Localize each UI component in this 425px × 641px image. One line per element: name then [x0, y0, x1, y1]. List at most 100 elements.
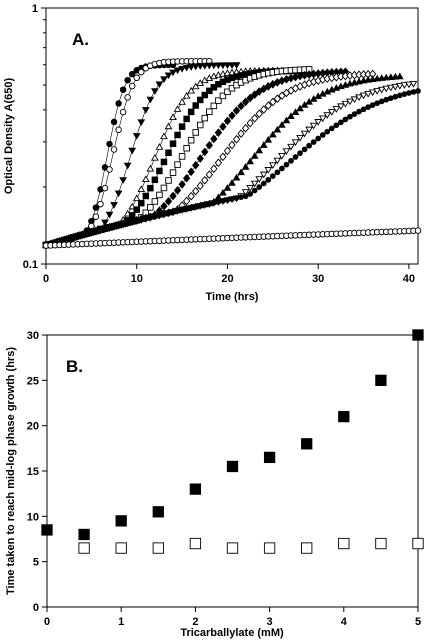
chart-a-series-10-point	[300, 130, 309, 138]
chart-a-series-5	[42, 67, 304, 249]
chart-a-series-8-point	[278, 91, 286, 101]
chart-a-series-5-point	[183, 115, 190, 123]
chart-a-series-11-point	[260, 180, 267, 187]
chart-a-series-3-point	[114, 190, 123, 198]
chart-a-series-11-point	[129, 218, 136, 225]
chart-a-series-10-point	[305, 126, 313, 134]
chart-a-series-11-point	[133, 217, 140, 224]
chart-a-series-3-point	[182, 64, 191, 72]
chart-a-series-3-point	[119, 177, 127, 184]
chart-a-series-5-point	[178, 123, 186, 130]
chart-a-series-6-point	[160, 184, 168, 192]
chart-a-series-7-point	[173, 186, 182, 195]
chart-a-series-11-point	[288, 157, 294, 164]
chart-a-series-1-point	[115, 100, 122, 107]
chart-b-series-1-point	[338, 410, 350, 423]
chart-a-series-10-point	[287, 143, 295, 151]
chart-a-series-4-point	[146, 164, 155, 172]
chart-a-series-11-point	[79, 231, 86, 238]
chart-a-series-7-point	[237, 101, 245, 111]
chart-a-series-3-point	[128, 147, 137, 155]
chart-a-series-1-point	[110, 118, 118, 126]
chart-a-series-10-point	[273, 157, 282, 165]
chart-a-series-10-point	[409, 81, 418, 88]
chart-a-series-10-point	[377, 86, 386, 94]
chart-a-series-5-point	[138, 199, 145, 207]
chart-a-series-8-point	[273, 94, 282, 104]
chart-b-y-tick-label: 0	[33, 602, 39, 614]
chart-a-series-9-point	[264, 135, 273, 143]
chart-a-series-10-point	[395, 83, 404, 90]
chart-b-y-tick-label: 5	[33, 557, 39, 569]
chart-a-series-2-point	[115, 126, 122, 134]
chart-a-series-11-point	[319, 132, 326, 138]
chart-a-x-tick-label: 0	[43, 273, 49, 285]
chart-a-series-10-point	[391, 83, 400, 91]
chart-a-series-10-point	[241, 189, 250, 196]
chart-a-series-8-point	[205, 170, 213, 179]
chart-a-series-5-point	[142, 192, 150, 200]
chart-a-series-11-point	[247, 191, 253, 197]
chart-a-series-3-point	[209, 62, 218, 70]
chart-a-series-8-point	[246, 118, 254, 128]
chart-a-series-2-point	[119, 108, 127, 116]
chart-b-series-2-point	[301, 542, 313, 554]
chart-a-series-11-point	[401, 91, 408, 98]
chart-a-series-6-point	[187, 136, 195, 144]
chart-b-x-tick-label: 1	[118, 616, 124, 628]
chart-a-series-11-point	[97, 226, 104, 233]
chart-a-series-11-point	[392, 93, 399, 100]
chart-a-series-11-point	[306, 142, 312, 149]
chart-a-series-3-point	[137, 119, 146, 127]
chart-a-series-8-point	[192, 186, 200, 196]
chart-a-series-10-point	[268, 162, 277, 170]
chart-a-series-11-point	[310, 139, 317, 145]
chart-a-series-4-point	[141, 175, 150, 183]
chart-a-series-10-point	[382, 85, 391, 93]
chart-a-series-5-point	[192, 102, 199, 109]
chart-a-series-5-point	[201, 91, 209, 99]
chart-a-series-2-point	[92, 213, 100, 220]
chart-a-series-6-point	[215, 97, 222, 104]
chart-a-series-6-point	[219, 92, 227, 100]
chart-a-series-10-point	[318, 115, 327, 123]
chart-a-series-11-point	[179, 206, 185, 213]
chart-a-series-10-point	[246, 185, 255, 192]
chart-a-series-9-point	[232, 173, 241, 181]
chart-a-series-11-point	[301, 146, 308, 153]
chart-a-series-10-point	[296, 134, 304, 142]
chart-a-series-11-point	[265, 176, 272, 183]
chart-a-series-2-point	[110, 146, 118, 153]
chart-a-series-6-point	[174, 161, 181, 168]
chart-b-x-axis-title: Tricarballylate (mM)	[180, 627, 284, 639]
chart-b-x-tick-label: 2	[192, 616, 198, 628]
chart-a-series-9-point	[255, 146, 264, 154]
chart-a-series-10-point	[278, 153, 286, 160]
chart-a-series-6-point	[151, 198, 159, 205]
chart-b-series-2-point	[375, 537, 387, 550]
chart-a-series-11-point	[415, 88, 421, 94]
chart-a-series-8-point	[264, 101, 272, 110]
chart-a-series-4	[42, 66, 286, 248]
chart-a-series-1-point	[92, 204, 100, 211]
chart-a-series-11-point	[256, 184, 263, 190]
chart-a-series-10-point	[264, 167, 273, 174]
chart-a-series-7-point	[251, 90, 259, 99]
chart-a-series-8-point	[269, 97, 277, 107]
chart-b-series-2-point	[338, 537, 350, 550]
chart-a-series-8-point	[196, 181, 204, 191]
chart-a-panel-label: A.	[72, 30, 89, 49]
chart-a-series-4-line	[45, 70, 282, 246]
chart-a-series-11-point	[65, 235, 72, 242]
chart-a-series-4-point	[164, 122, 173, 130]
chart-a-series-10-point	[337, 103, 345, 111]
chart-a-series-10-point	[291, 139, 300, 147]
chart-a-series-11-point	[215, 198, 222, 205]
chart-a-series-9-point	[223, 184, 232, 191]
chart-a-series-9-point	[241, 163, 250, 170]
chart-a-series-4-point	[178, 98, 186, 105]
chart-a-series-11-point	[106, 224, 113, 231]
chart-a-series-12	[42, 227, 422, 249]
chart-a-series-11-point	[374, 100, 381, 107]
